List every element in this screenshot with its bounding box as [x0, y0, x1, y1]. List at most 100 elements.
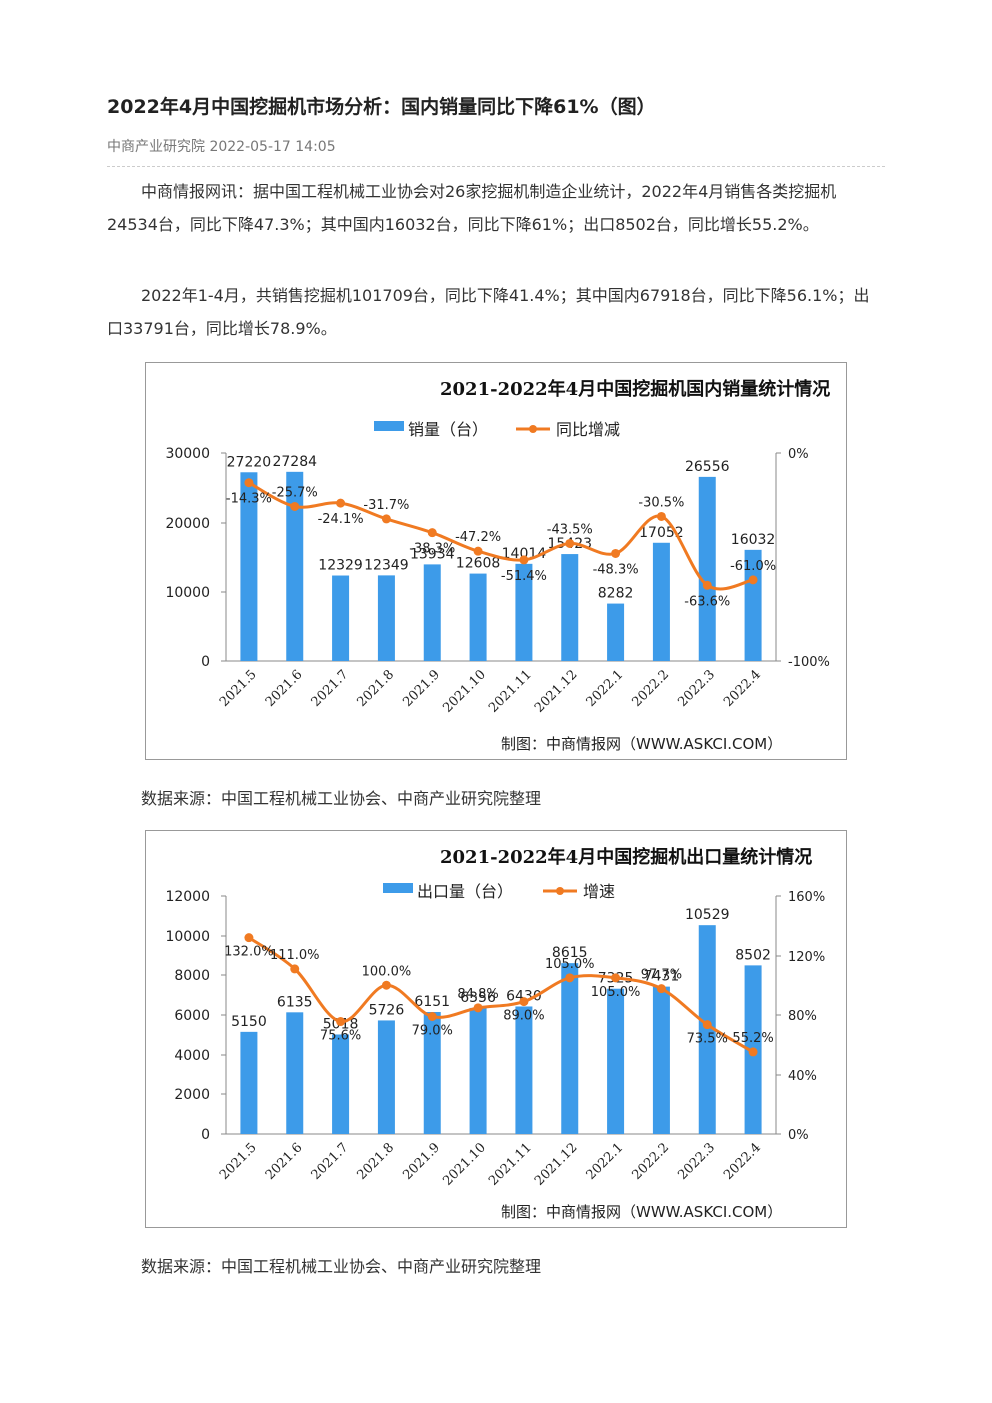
bar	[652, 986, 670, 1134]
bar	[332, 1034, 350, 1134]
y-right-tick-label: -100%	[788, 655, 830, 670]
bar-value-label: 10529	[685, 907, 730, 923]
x-tick-label: 2022.1	[584, 667, 627, 710]
growth-value-label: 55.2%	[732, 1031, 773, 1046]
growth-value-label: 84.8%	[457, 987, 498, 1002]
bar	[286, 471, 304, 661]
growth-point	[290, 501, 300, 511]
growth-value-label: -48.3%	[593, 562, 639, 577]
growth-value-label: -61.0%	[730, 559, 776, 574]
bar-value-label: 12329	[318, 558, 363, 574]
chart-title: 2021-2022年4月中国挖掘机国内销量统计情况	[440, 378, 830, 400]
growth-point	[748, 1047, 758, 1057]
growth-value-label: -38.3%	[409, 542, 455, 557]
y-right-tick-label: 0%	[788, 1128, 809, 1143]
growth-point	[519, 997, 529, 1007]
bar	[286, 1012, 304, 1134]
growth-value-label: 97.7%	[641, 968, 682, 983]
bar	[607, 603, 625, 661]
bar-value-label: 27284	[272, 454, 317, 470]
x-tick-label: 2021.9	[400, 1140, 443, 1183]
growth-value-label: -24.1%	[318, 512, 364, 527]
x-tick-label: 2021.6	[263, 667, 306, 710]
bar	[332, 575, 350, 661]
growth-point	[565, 538, 575, 548]
bar	[469, 573, 487, 661]
bar	[698, 925, 716, 1134]
article-meta: 中商产业研究院 2022-05-17 14:05	[107, 139, 336, 155]
growth-value-label: 111.0%	[270, 948, 320, 963]
growth-point	[336, 498, 346, 508]
growth-point	[702, 580, 712, 590]
growth-point	[427, 1011, 437, 1021]
growth-value-label: -25.7%	[272, 485, 318, 500]
growth-value-label: 105.0%	[591, 985, 641, 1000]
bar	[469, 1007, 487, 1134]
legend-bar-swatch	[374, 421, 404, 431]
x-tick-label: 2021.12	[532, 1140, 581, 1189]
paragraph-1-text: 中商情报网讯：据中国工程机械工业协会对26家挖掘机制造企业统计，2022年4月销…	[107, 182, 837, 234]
x-tick-label: 2022.2	[629, 667, 672, 710]
y-left-tick-label: 12000	[165, 889, 210, 905]
growth-value-label: 100.0%	[362, 964, 412, 979]
chart-credit: 制图：中商情报网（WWW.ASKCI.COM）	[501, 735, 782, 753]
growth-value-label: -31.7%	[363, 498, 409, 513]
growth-point	[611, 548, 621, 558]
bar	[515, 563, 533, 661]
growth-value-label: -30.5%	[638, 495, 684, 510]
growth-point	[473, 546, 483, 556]
x-tick-label: 2021.5	[217, 667, 260, 710]
bar-value-label: 6151	[414, 994, 450, 1010]
legend-bar-label: 出口量（台）	[417, 882, 513, 901]
source-2: 数据来源：中国工程机械工业协会、中商产业研究院整理	[141, 1257, 542, 1276]
y-right-tick-label: 0%	[788, 447, 809, 462]
y-left-tick-label: 6000	[174, 1008, 210, 1024]
x-tick-label: 2021.10	[440, 1140, 489, 1189]
y-left-tick-label: 8000	[174, 968, 210, 984]
bar	[744, 549, 762, 661]
growth-value-label: -14.3%	[226, 492, 272, 507]
growth-value-label: 132.0%	[224, 945, 274, 960]
bar-value-label: 12349	[364, 557, 409, 573]
paragraph-2: 2022年1-4月，共销售挖掘机101709台，同比下降41.4%；其中国内67…	[107, 279, 885, 345]
paragraph-2-text: 2022年1-4月，共销售挖掘机101709台，同比下降41.4%；其中国内67…	[107, 286, 870, 338]
bar-value-label: 8502	[735, 947, 771, 963]
x-tick-label: 2021.11	[486, 667, 535, 716]
bar-value-label: 26556	[685, 459, 730, 475]
divider	[107, 166, 885, 167]
legend-line-marker	[529, 425, 537, 433]
bar-value-label: 27220	[227, 454, 272, 470]
bar	[240, 1031, 258, 1134]
x-tick-label: 2022.3	[675, 1140, 718, 1183]
growth-value-label: 79.0%	[412, 1023, 453, 1038]
bar	[515, 1006, 533, 1134]
x-tick-label: 2022.4	[721, 1140, 764, 1183]
growth-point	[244, 478, 254, 488]
bar-value-label: 6356	[460, 990, 496, 1006]
bar-value-label: 6430	[506, 988, 542, 1004]
growth-value-label: 73.5%	[687, 1032, 728, 1047]
bar-value-label: 5726	[369, 1002, 405, 1018]
bar-value-label: 13934	[410, 546, 455, 562]
x-tick-label: 2021.9	[400, 667, 443, 710]
growth-point	[611, 973, 621, 983]
x-tick-label: 2021.8	[354, 667, 397, 710]
growth-point	[656, 511, 666, 521]
growth-point	[565, 973, 575, 983]
growth-point	[381, 980, 391, 990]
y-left-tick-label: 30000	[165, 446, 210, 462]
growth-value-label: 105.0%	[545, 957, 595, 972]
bar-value-label: 6135	[277, 994, 313, 1010]
bar	[377, 1020, 395, 1134]
growth-point	[381, 514, 391, 524]
bar-value-label: 8615	[552, 945, 588, 961]
y-left-tick-label: 20000	[165, 516, 210, 532]
x-tick-label: 2021.6	[263, 1140, 306, 1183]
y-right-tick-label: 120%	[788, 950, 825, 965]
legend-line-label: 同比增减	[556, 420, 620, 439]
x-tick-label: 2021.7	[309, 1140, 352, 1183]
bar-value-label: 7431	[644, 969, 680, 985]
bar	[607, 988, 625, 1134]
